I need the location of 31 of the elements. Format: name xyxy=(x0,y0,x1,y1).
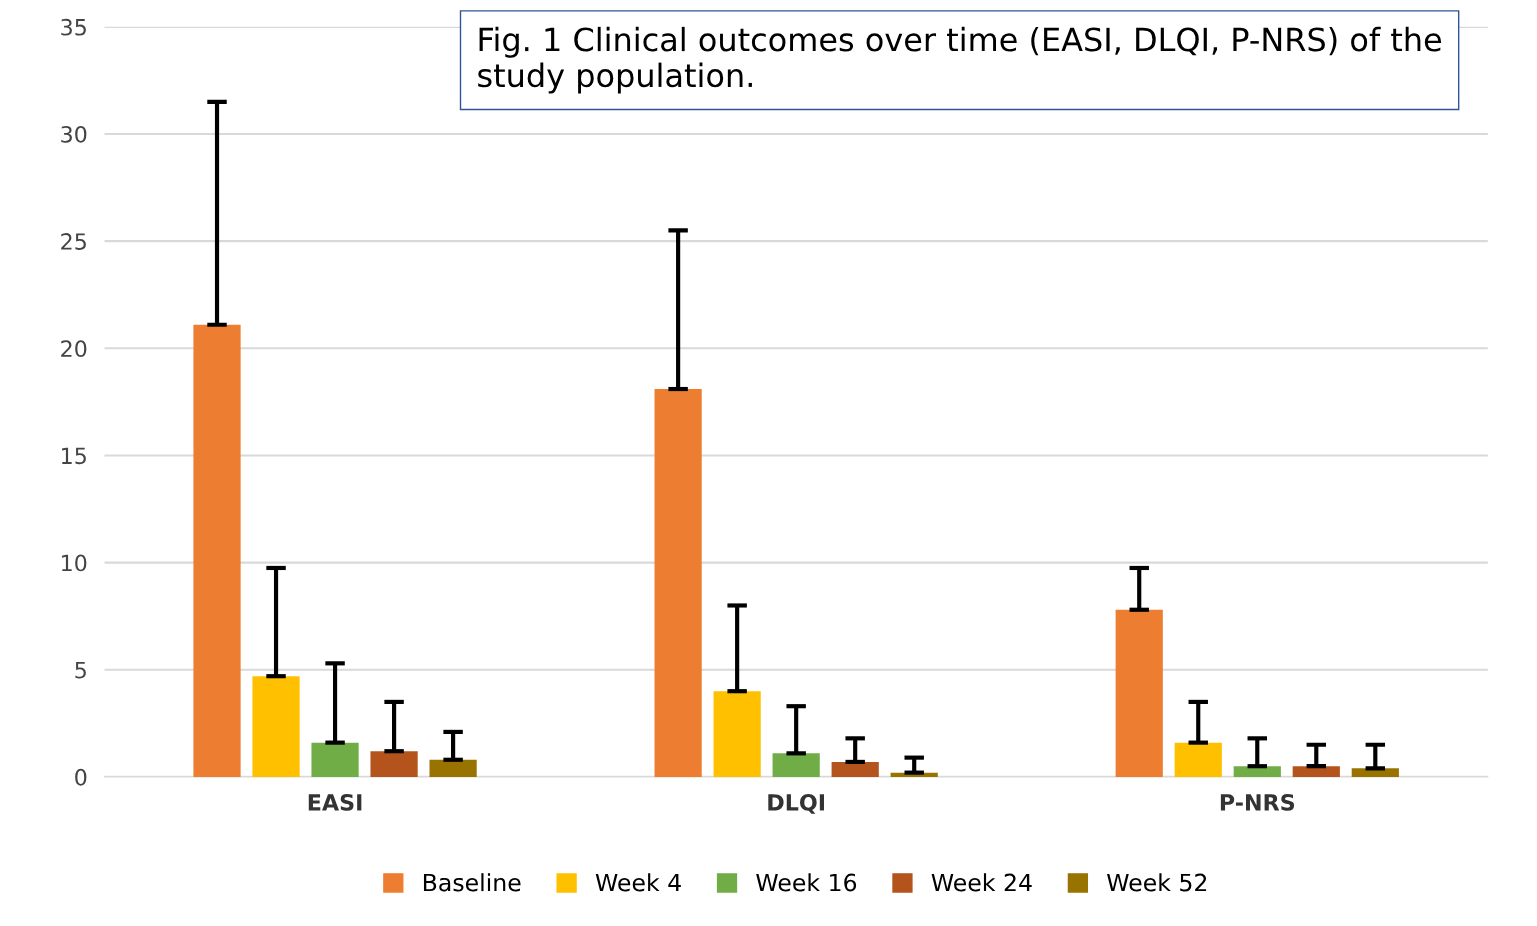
y-tick-label: 10 xyxy=(62,554,87,572)
bar xyxy=(252,676,300,777)
legend-label: Baseline xyxy=(423,873,521,892)
bar xyxy=(713,691,761,777)
legend-label: Week 16 xyxy=(756,873,857,892)
legend-label: Week 52 xyxy=(1107,873,1207,892)
bar xyxy=(654,389,702,777)
y-tick-label: 35 xyxy=(61,18,86,36)
x-tick-label: P-NRS xyxy=(1220,793,1295,811)
bar xyxy=(311,742,359,777)
bar xyxy=(831,761,879,777)
bar xyxy=(1174,742,1222,777)
bar xyxy=(1351,768,1399,777)
bar xyxy=(772,753,820,777)
y-tick-label: 5 xyxy=(75,662,86,679)
bar xyxy=(1115,609,1163,777)
y-tick-label: 15 xyxy=(62,447,86,465)
x-tick-label: EASI xyxy=(308,793,362,811)
legend-label: Week 24 xyxy=(931,873,1032,892)
bar xyxy=(370,751,418,777)
text: Fig. 1 Clinical outcomes over time (EASI, DLQI, P-NRS) of the study population. xyxy=(478,26,1442,94)
bar xyxy=(1233,766,1281,777)
y-tick-label: 0 xyxy=(75,768,87,786)
y-tick-label: 25 xyxy=(61,233,86,250)
bar xyxy=(429,759,477,777)
x-tick-label: DLQI xyxy=(768,793,824,814)
bar xyxy=(1292,766,1340,777)
y-tick-label: 30 xyxy=(61,125,87,143)
bar xyxy=(193,324,241,777)
y-tick-label: 20 xyxy=(61,340,87,358)
legend-label: Week 4 xyxy=(595,873,681,892)
